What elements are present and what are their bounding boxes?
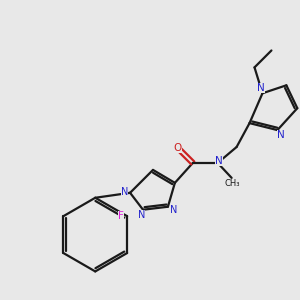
Text: CH₃: CH₃ [224, 179, 240, 188]
Text: N: N [257, 83, 265, 93]
Text: N: N [277, 130, 284, 140]
Text: N: N [138, 210, 145, 220]
Text: N: N [215, 156, 223, 166]
Text: O: O [174, 143, 182, 153]
Text: N: N [169, 205, 177, 215]
Text: F: F [118, 211, 124, 221]
Text: N: N [121, 187, 128, 197]
